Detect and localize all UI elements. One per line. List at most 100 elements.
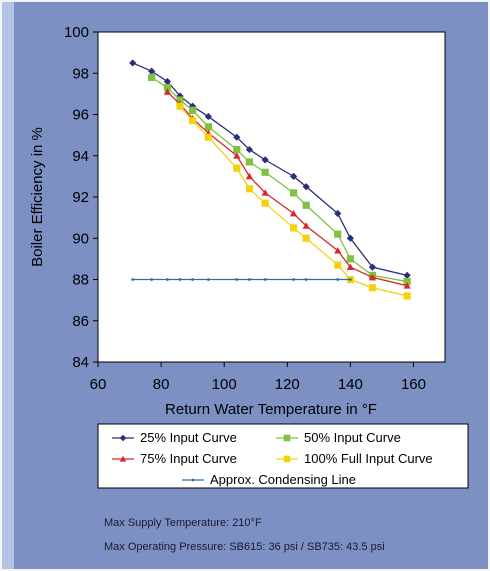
data-point [207,278,210,281]
data-point [233,145,241,154]
data-point [163,88,171,95]
x-axis-title: Return Water Temperature in °F [165,401,377,418]
legend-label: Approx. Condensing Line [210,472,356,487]
data-point [403,292,411,300]
data-point [292,278,295,281]
data-point [163,84,171,92]
data-point [150,278,154,281]
data-point [248,278,251,281]
data-point [283,455,291,463]
data-point [346,255,354,263]
legend-item: 75% Input Curve [112,451,237,466]
data-point [131,278,135,281]
data-point [334,261,342,269]
data-point [263,278,267,281]
y-tick-label: 96 [72,107,89,124]
data-point [403,277,411,286]
data-point [302,222,310,229]
data-point [178,278,182,281]
data-point [334,230,342,238]
data-point [289,224,298,232]
chart-svg: 60 80 100 120 140 160 84 86 88 90 92 94 96 98 100 Retu… [29,24,469,489]
data-point [191,278,195,281]
data-point [302,234,310,242]
data-point [289,172,298,180]
data-point [235,278,239,281]
data-point [245,185,254,193]
data-point [166,278,169,281]
data-point [302,183,310,191]
y-tick-label: 90 [72,230,89,247]
data-point [148,67,156,75]
data-point [245,158,254,166]
x-tick-label: 80 [153,376,170,393]
data-point [289,189,298,197]
legend: 25% Input Curve 50% Input Curve 75% Input … [112,430,433,487]
data-point [261,189,269,196]
legend-label: 75% Input Curve [140,451,237,466]
data-point [368,284,377,292]
data-point [233,164,241,172]
data-point [348,278,352,281]
data-point [204,112,213,121]
data-point [346,234,354,242]
data-point [204,133,213,141]
data-point [368,263,377,271]
legend-item: 50% Input Curve [276,430,401,445]
data-point [302,201,310,209]
legend-item: 25% Input Curve [112,430,237,445]
data-point [119,434,127,442]
x-tick-label: 160 [401,376,426,393]
data-point [261,199,269,207]
x-tick-label: 140 [338,376,363,393]
data-point [191,478,195,482]
legend-item: Approx. Condensing Line [182,472,356,487]
y-tick-label: 100 [64,24,89,41]
data-point [176,102,184,110]
data-point [336,278,340,281]
data-point [261,156,269,164]
data-point [163,77,171,86]
data-point [289,209,298,217]
y-tick-label: 94 [72,148,89,165]
data-point [346,263,354,271]
x-tick-label: 120 [275,376,300,393]
y-tick-label: 92 [72,189,89,206]
series-approx-condensing-line [131,278,352,281]
series-layer [129,59,411,300]
data-point [119,455,127,462]
y-tick-label: 88 [72,272,89,289]
max-pressure-note: Max Operating Pressure: SB615: 36 psi / … [104,541,385,553]
y-tick-label: 86 [72,313,89,330]
legend-label: 25% Input Curve [140,430,237,445]
data-point [189,106,197,114]
series-100-full-input-curve [176,102,411,300]
y-tick-label: 84 [72,354,89,371]
legend-item: 100% Full Input Curve [276,451,433,466]
data-point [403,282,411,289]
data-point [304,278,308,281]
y-axis-title: Boiler Efficiency in % [29,127,46,267]
data-point [334,247,342,254]
legend-label: 50% Input Curve [304,430,401,445]
data-point [403,271,411,279]
data-point [368,273,377,281]
x-tick-label: 100 [212,376,237,393]
legend-box [97,423,469,489]
data-point [176,96,184,104]
data-point [189,117,197,125]
data-point [245,145,254,154]
data-point [233,152,241,159]
data-point [334,209,342,218]
data-point [283,434,291,442]
legend-label: 100% Full Input Curve [304,451,433,466]
y-tick-label: 98 [72,65,89,82]
max-supply-note: Max Supply Temperature: 210°F [104,517,262,529]
data-point [245,172,254,180]
data-point [261,168,269,176]
axes: 60 80 100 120 140 160 84 86 88 90 92 94 96 98 100 [64,24,426,393]
data-point [148,73,156,81]
x-tick-label: 60 [90,376,107,393]
data-point [233,133,241,141]
